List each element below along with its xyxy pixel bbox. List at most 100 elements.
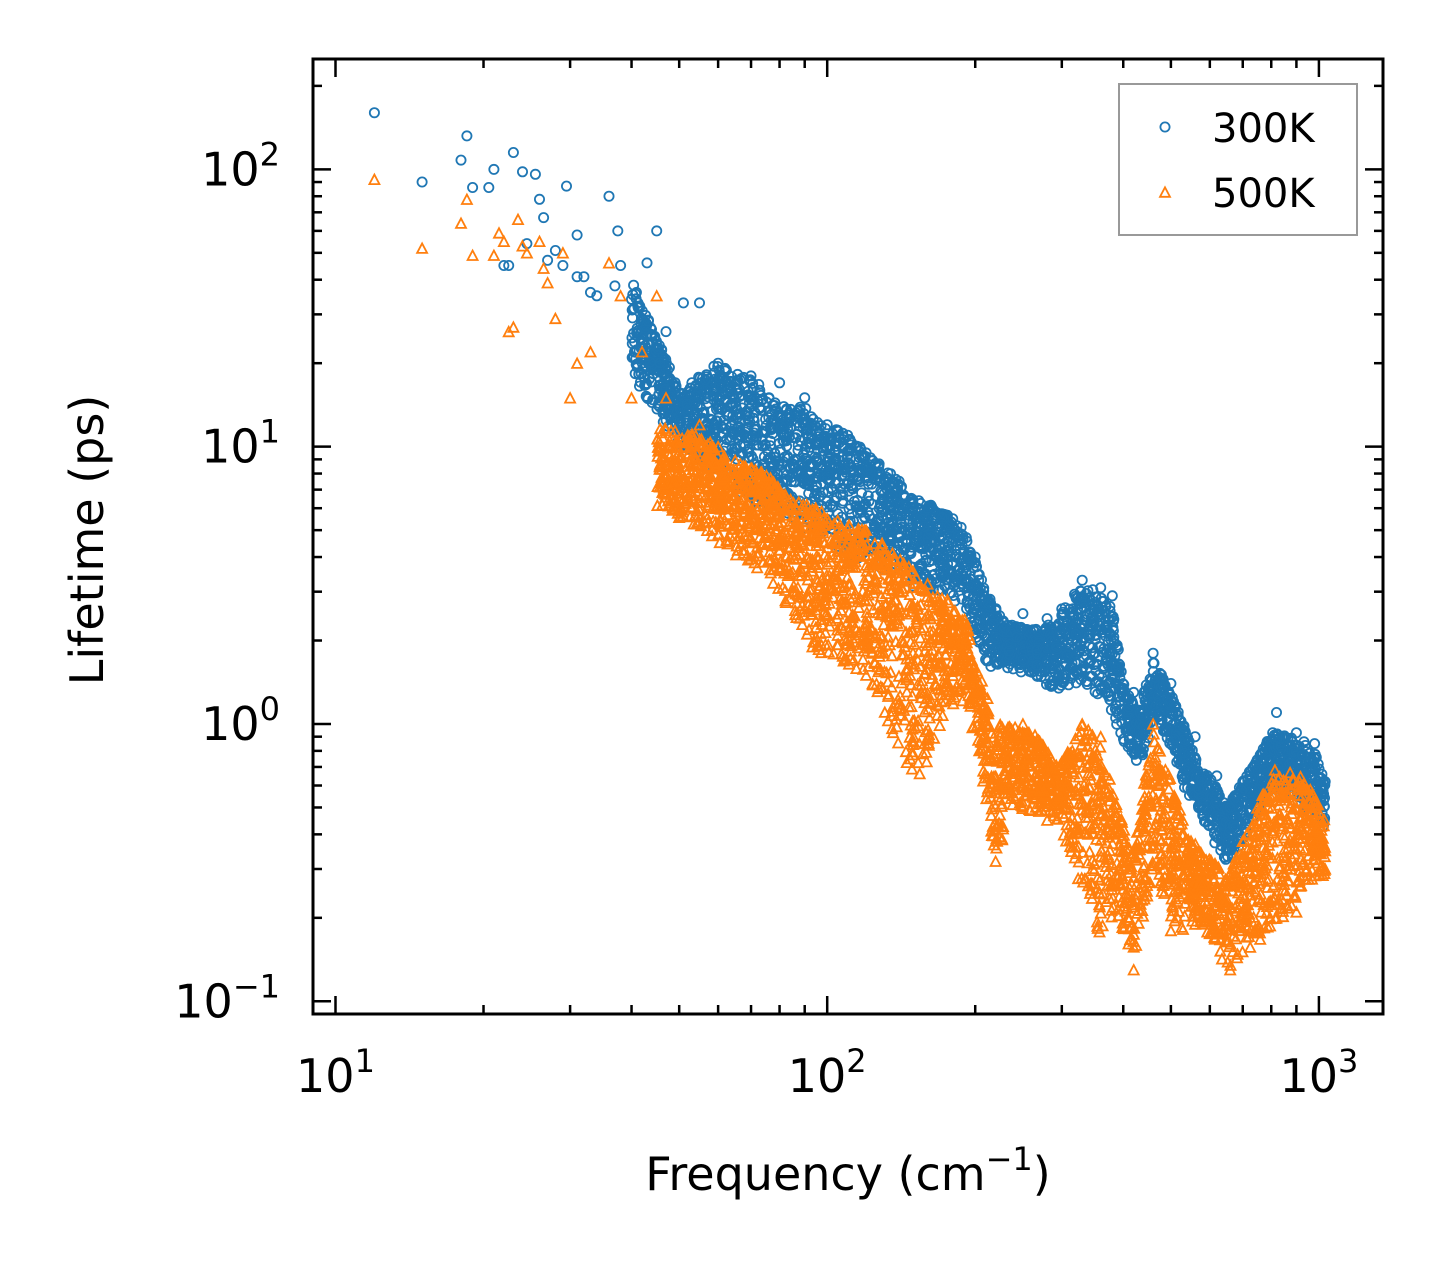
data-point <box>809 451 821 463</box>
data-point <box>694 297 706 309</box>
data-point <box>774 377 786 389</box>
data-point <box>639 379 651 391</box>
data-point <box>1271 707 1283 719</box>
data-point <box>1041 613 1053 625</box>
data-point <box>612 225 624 237</box>
data-point <box>801 473 813 485</box>
data-point <box>681 402 693 414</box>
data-point <box>933 718 947 731</box>
data-point <box>651 403 663 415</box>
data-point <box>769 447 781 459</box>
data-point <box>416 176 428 188</box>
data-point <box>822 485 834 497</box>
data-point <box>726 420 738 432</box>
data-point <box>699 393 711 405</box>
data-point <box>905 762 919 775</box>
data-point <box>1106 590 1118 602</box>
data-point <box>696 407 708 419</box>
data-point <box>649 364 661 376</box>
data-point <box>1076 574 1088 586</box>
data-point <box>779 430 791 442</box>
data-point <box>571 229 583 241</box>
series-500K <box>367 172 1332 976</box>
data-point <box>775 411 787 423</box>
data-point <box>483 181 495 193</box>
data-point <box>765 423 777 435</box>
data-point <box>720 364 732 376</box>
data-point <box>678 391 690 403</box>
data-point <box>731 375 743 387</box>
data-point <box>861 570 875 583</box>
data-point <box>728 426 740 438</box>
data-point <box>732 368 744 380</box>
data-point <box>615 259 627 271</box>
data-point <box>811 487 823 499</box>
data-point <box>1147 647 1159 659</box>
data-point <box>770 455 782 467</box>
data-point <box>799 392 811 404</box>
data-point <box>795 617 809 630</box>
data-point <box>786 415 798 427</box>
data-point <box>784 461 796 473</box>
data-point <box>749 406 761 418</box>
data-point <box>1017 608 1029 620</box>
data-point <box>827 500 839 512</box>
data-point <box>812 416 824 428</box>
data-point <box>726 385 738 397</box>
data-point <box>461 130 473 142</box>
data-point <box>534 193 546 205</box>
data-point <box>802 422 814 434</box>
data-point <box>681 398 693 410</box>
data-point <box>790 407 802 419</box>
data-point <box>759 439 771 451</box>
data-point <box>800 402 812 414</box>
data-point <box>652 343 664 355</box>
data-point <box>651 225 663 237</box>
data-point <box>368 107 380 119</box>
data-point <box>517 166 529 178</box>
points-layer <box>367 107 1332 976</box>
data-point <box>746 450 758 462</box>
data-point <box>632 324 644 336</box>
data-point <box>561 180 573 192</box>
data-point <box>801 424 813 436</box>
data-point <box>661 398 673 410</box>
data-point <box>488 163 500 175</box>
data-point <box>632 302 644 314</box>
data-point <box>669 377 681 389</box>
data-point <box>753 378 765 390</box>
data-point <box>715 420 727 432</box>
data-point <box>626 351 638 363</box>
data-point <box>779 473 791 485</box>
data-point <box>720 419 732 431</box>
data-point <box>578 271 590 283</box>
data-point <box>641 392 653 404</box>
data-point <box>803 487 815 499</box>
data-point <box>777 456 789 468</box>
data-point <box>801 438 813 450</box>
data-point <box>823 455 835 467</box>
data-point <box>660 362 672 374</box>
data-point <box>727 410 739 422</box>
data-point <box>755 389 767 401</box>
data-point <box>1089 686 1101 698</box>
data-point <box>808 490 820 502</box>
data-point <box>549 244 561 256</box>
data-point <box>627 289 639 301</box>
data-point <box>885 648 899 662</box>
data-point <box>739 440 751 452</box>
data-point <box>455 154 467 166</box>
data-point <box>660 357 672 369</box>
data-point <box>654 357 666 369</box>
data-point <box>790 432 802 444</box>
data-point <box>881 674 895 688</box>
data-point <box>774 444 786 456</box>
data-point <box>507 146 519 158</box>
data-point <box>635 343 647 355</box>
data-point <box>660 326 672 338</box>
data-point <box>699 374 711 386</box>
data-point <box>609 280 621 292</box>
data-point <box>829 437 841 449</box>
data-point <box>688 396 700 408</box>
